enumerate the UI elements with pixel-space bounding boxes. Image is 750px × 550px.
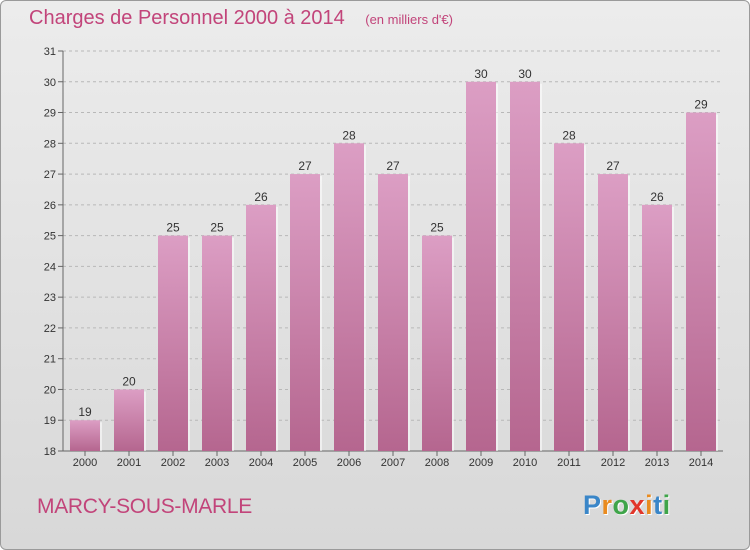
- y-tick-label: 31: [44, 46, 56, 58]
- chart-title: Charges de Personnel 2000 à 2014: [29, 7, 345, 29]
- data-label: 30: [518, 67, 532, 81]
- logo-letter: r: [601, 490, 613, 520]
- x-tick-label: 2013: [645, 457, 669, 469]
- data-label: 29: [694, 98, 708, 112]
- y-tick-label: 23: [44, 292, 56, 304]
- bar: [334, 143, 364, 452]
- bar: [246, 204, 276, 451]
- data-label: 30: [474, 67, 488, 81]
- y-tick-label: 29: [44, 108, 56, 120]
- bar: [70, 420, 100, 451]
- y-tick-label: 22: [44, 323, 56, 335]
- logo-letter: o: [612, 490, 630, 520]
- data-label: 20: [122, 374, 136, 388]
- proxiti-logo: Proxiti: [583, 490, 671, 521]
- bar: [290, 174, 320, 452]
- x-tick-label: 2000: [73, 457, 97, 469]
- bar: [466, 81, 496, 452]
- x-tick-label: 2007: [381, 457, 405, 469]
- bar: [114, 389, 144, 451]
- x-tick-label: 2004: [249, 457, 273, 469]
- y-tick-label: 24: [44, 261, 56, 273]
- logo-letter: x: [629, 490, 646, 520]
- data-label: 25: [430, 221, 444, 235]
- y-tick-label: 18: [44, 446, 56, 458]
- chart-subtitle: (en milliers d'€): [365, 12, 453, 27]
- logo-letter: i: [645, 490, 654, 520]
- x-tick-label: 2010: [513, 457, 537, 469]
- data-label: 27: [386, 159, 400, 173]
- bar: [202, 235, 232, 451]
- y-tick-label: 19: [44, 415, 56, 427]
- y-tick-label: 20: [44, 384, 56, 396]
- title-row: Charges de Personnel 2000 à 2014 (en mil…: [29, 7, 453, 30]
- data-label: 19: [78, 405, 92, 419]
- y-tick-label: 25: [44, 231, 56, 243]
- logo-letter: i: [662, 490, 671, 520]
- y-tick-label: 30: [44, 77, 56, 89]
- x-tick-label: 2012: [601, 457, 625, 469]
- data-label: 28: [562, 128, 576, 142]
- x-tick-label: 2008: [425, 457, 449, 469]
- data-label: 27: [606, 159, 620, 173]
- x-tick-label: 2002: [161, 457, 185, 469]
- bar: [554, 143, 584, 452]
- bar: [158, 235, 188, 451]
- logo-letter: t: [653, 490, 663, 520]
- x-tick-label: 2014: [689, 457, 713, 469]
- y-tick-label: 27: [44, 169, 56, 181]
- y-tick-label: 28: [44, 138, 56, 150]
- commune-name: MARCY-SOUS-MARLE: [37, 495, 252, 518]
- x-tick-label: 2011: [557, 457, 581, 469]
- y-tick-label: 21: [44, 354, 56, 366]
- data-label: 26: [650, 190, 664, 204]
- data-label: 25: [210, 221, 224, 235]
- labels: 18 19 20 21 22 23 24 25 26 27 28 29 30 31 19 2000 20 2001…: [44, 46, 713, 469]
- data-label: 28: [342, 128, 356, 142]
- x-tick-label: 2006: [337, 457, 361, 469]
- y-tick-label: 26: [44, 200, 56, 212]
- data-label: 27: [298, 159, 312, 173]
- x-tick-label: 2003: [205, 457, 229, 469]
- bar: [642, 204, 672, 451]
- bar: [422, 235, 452, 451]
- data-label: 26: [254, 190, 268, 204]
- bar: [510, 81, 540, 452]
- data-label: 25: [166, 221, 180, 235]
- bars: [70, 81, 718, 452]
- x-tick-label: 2001: [117, 457, 141, 469]
- x-tick-label: 2005: [293, 457, 317, 469]
- x-tick-label: 2009: [469, 457, 493, 469]
- logo-letter: P: [583, 490, 602, 520]
- bar: [378, 174, 408, 452]
- bar: [686, 112, 716, 452]
- bar: [598, 174, 628, 452]
